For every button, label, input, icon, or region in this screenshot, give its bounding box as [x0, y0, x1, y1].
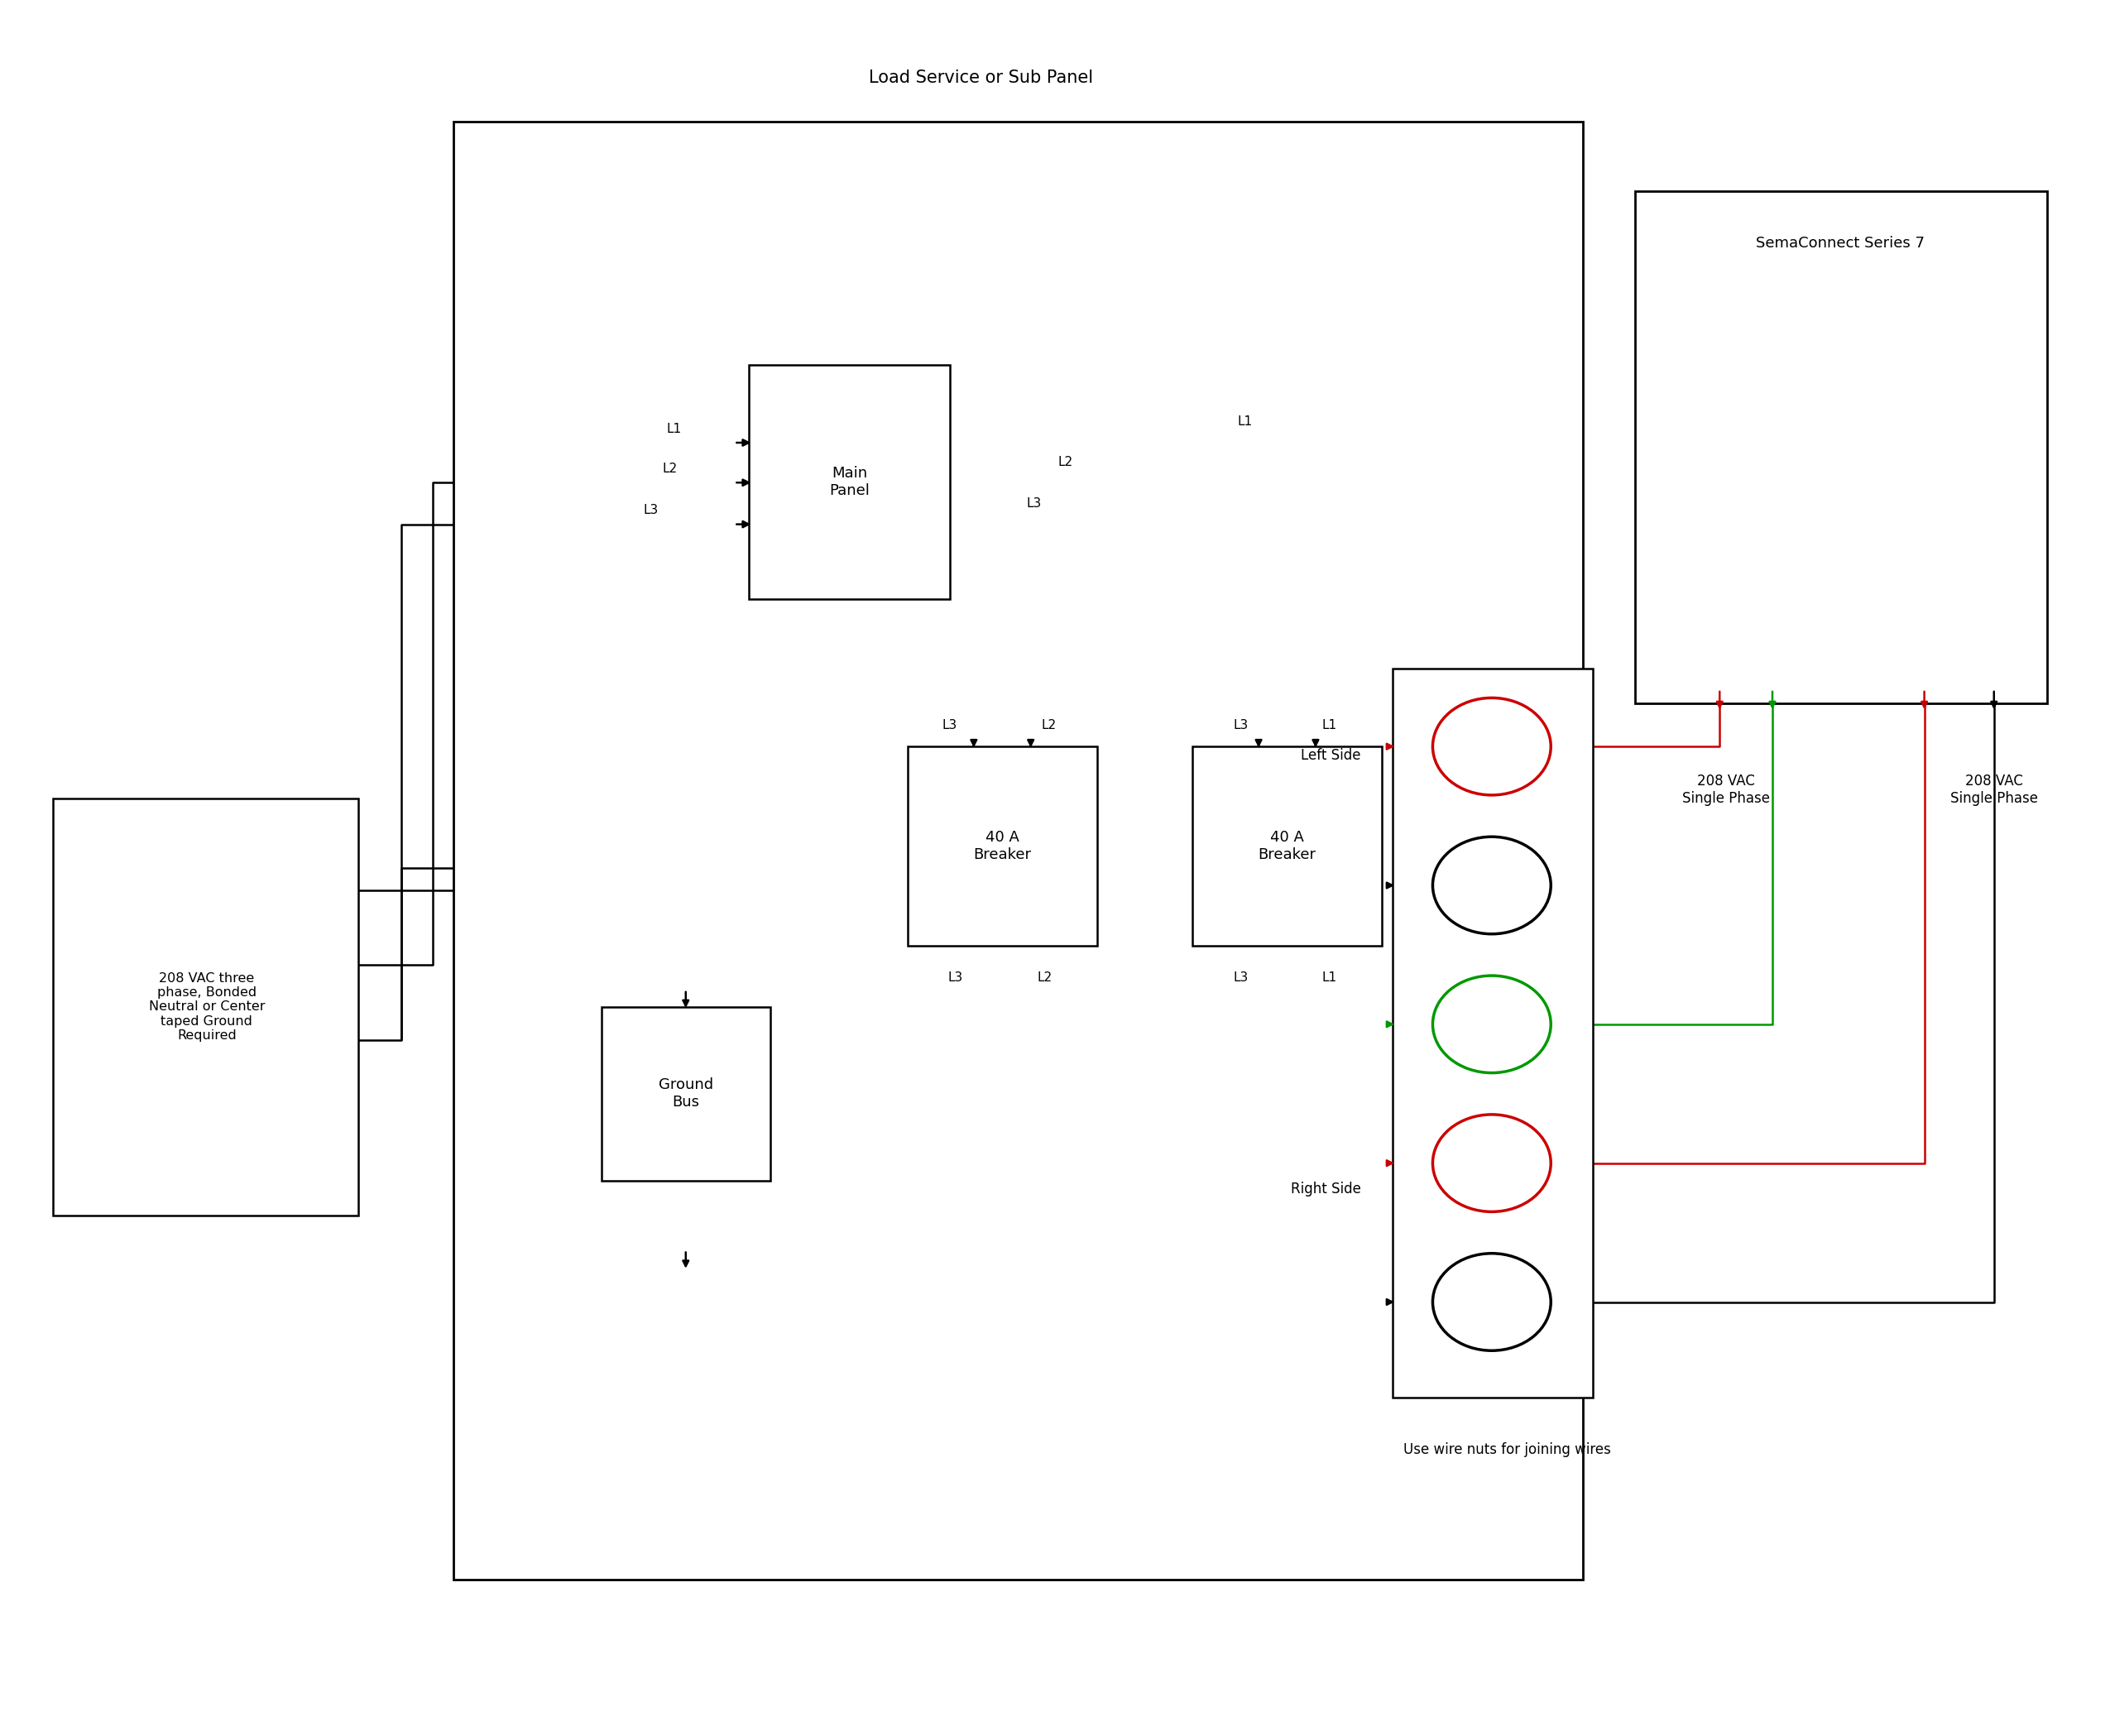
- FancyBboxPatch shape: [454, 122, 1582, 1580]
- Text: SemaConnect Series 7: SemaConnect Series 7: [1756, 236, 1924, 250]
- Text: 208 VAC
Single Phase: 208 VAC Single Phase: [1950, 774, 2038, 806]
- Text: Load Service or Sub Panel: Load Service or Sub Panel: [869, 69, 1093, 87]
- FancyBboxPatch shape: [907, 746, 1097, 946]
- Text: 208 VAC
Single Phase: 208 VAC Single Phase: [1682, 774, 1770, 806]
- Text: L1: L1: [1321, 970, 1338, 984]
- Text: Use wire nuts for joining wires: Use wire nuts for joining wires: [1403, 1443, 1610, 1457]
- Text: L3: L3: [1025, 496, 1042, 510]
- Text: L1: L1: [667, 422, 682, 436]
- Text: L3: L3: [1232, 970, 1247, 984]
- Text: L2: L2: [1040, 719, 1057, 733]
- FancyBboxPatch shape: [749, 365, 949, 599]
- Text: Ground
Bus: Ground Bus: [658, 1078, 713, 1109]
- Text: L1: L1: [1321, 719, 1338, 733]
- Text: L1: L1: [1236, 415, 1253, 429]
- FancyBboxPatch shape: [53, 799, 359, 1215]
- Text: L3: L3: [947, 970, 962, 984]
- Text: 40 A
Breaker: 40 A Breaker: [1258, 830, 1317, 863]
- Text: 208 VAC three
phase, Bonded
Neutral or Center
taped Ground
Required: 208 VAC three phase, Bonded Neutral or C…: [148, 972, 266, 1042]
- Text: 40 A
Breaker: 40 A Breaker: [973, 830, 1032, 863]
- Text: Left Side: Left Side: [1302, 748, 1361, 762]
- FancyBboxPatch shape: [1192, 746, 1382, 946]
- Text: L2: L2: [1038, 970, 1053, 984]
- Text: Main
Panel: Main Panel: [829, 465, 869, 498]
- FancyBboxPatch shape: [1635, 191, 2047, 703]
- Text: L3: L3: [644, 503, 658, 517]
- Text: L3: L3: [1232, 719, 1247, 733]
- Text: L2: L2: [1057, 455, 1074, 469]
- FancyBboxPatch shape: [1393, 668, 1593, 1397]
- Text: Right Side: Right Side: [1291, 1182, 1361, 1196]
- FancyBboxPatch shape: [601, 1007, 770, 1180]
- Text: L3: L3: [941, 719, 956, 733]
- Text: L2: L2: [663, 462, 677, 476]
